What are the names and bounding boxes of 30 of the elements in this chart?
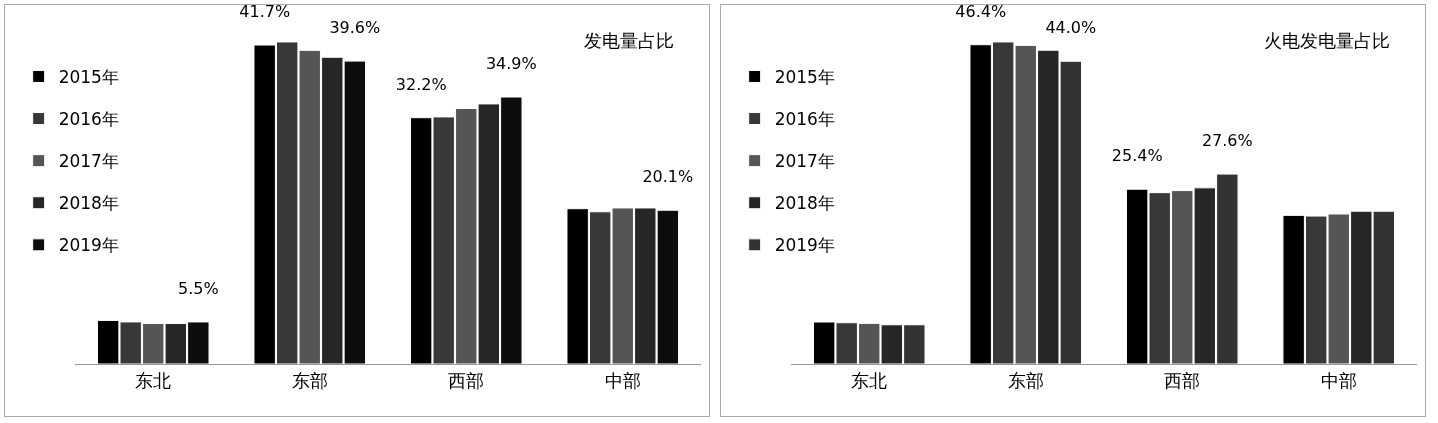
data-label: 25.4% [1111,146,1163,166]
data-label: 5.5% [178,279,219,299]
data-label: 39.6% [329,18,381,38]
chart-title: 火电发电量占比 [1263,30,1390,52]
legend-label: 2017年 [774,151,835,172]
legend-label: 2018年 [774,193,835,214]
x-tick-label: 中部 [604,369,641,391]
x-tick-label: 东部 [1007,369,1044,391]
data-label: 34.9% [485,54,537,74]
data-label: 20.1% [642,167,694,187]
data-label: 41.7% [239,2,291,22]
data-label: 46.4% [955,1,1007,21]
x-tick-label: 西部 [448,369,485,391]
x-tick-label: 中部 [1320,369,1357,391]
data-label: 32.2% [395,74,447,94]
x-tick-label: 西部 [1164,369,1201,391]
data-label: 27.6% [1201,131,1253,151]
chart-title: 发电量占比 [583,30,674,52]
legend-label: 2017年 [58,151,119,172]
x-tick-label: 东北 [851,369,888,391]
x-tick-label: 东北 [135,369,172,391]
legend-label: 2016年 [58,109,119,130]
legend-label: 2019年 [774,235,835,256]
legend-label: 2018年 [58,193,119,214]
legend-label: 2019年 [58,235,119,256]
legend-label: 2016年 [774,109,835,130]
x-tick-label: 东部 [291,369,328,391]
legend-label: 2015年 [58,67,119,88]
legend-label: 2015年 [774,67,835,88]
data-label: 44.0% [1045,18,1097,38]
